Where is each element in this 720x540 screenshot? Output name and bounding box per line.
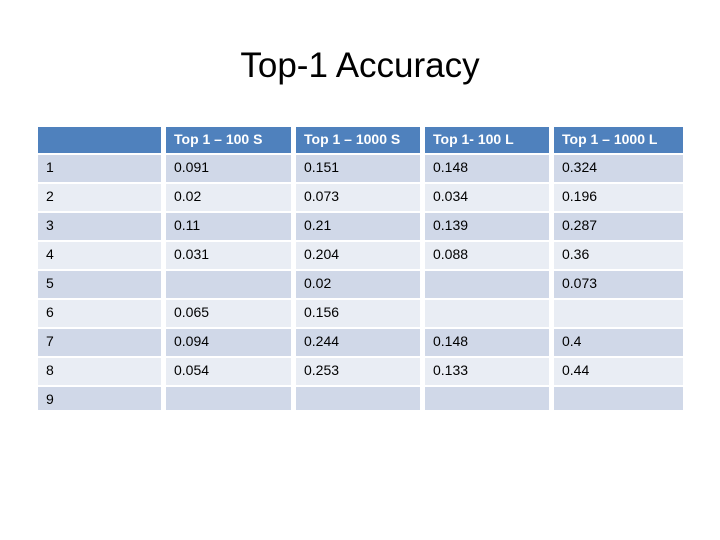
row-label-cell: 3 (38, 213, 166, 242)
value-cell: 0.094 (166, 329, 296, 358)
value-cell (554, 387, 683, 412)
table-row: 9 (38, 387, 683, 412)
value-cell: 0.196 (554, 184, 683, 213)
value-cell: 0.034 (425, 184, 554, 213)
table-row: 4 0.031 0.204 0.088 0.36 (38, 242, 683, 271)
value-cell: 0.44 (554, 358, 683, 387)
row-label-cell: 5 (38, 271, 166, 300)
value-cell: 0.11 (166, 213, 296, 242)
row-label-cell: 4 (38, 242, 166, 271)
header-cell-blank (38, 127, 166, 155)
value-cell: 0.324 (554, 155, 683, 184)
header-cell-top1-1000s: Top 1 – 1000 S (296, 127, 425, 155)
row-label-cell: 7 (38, 329, 166, 358)
value-cell: 0.02 (296, 271, 425, 300)
row-label-cell: 8 (38, 358, 166, 387)
value-cell: 0.287 (554, 213, 683, 242)
header-cell-top1-1000l: Top 1 – 1000 L (554, 127, 683, 155)
table-header: Top 1 – 100 S Top 1 – 1000 S Top 1- 100 … (38, 127, 683, 155)
value-cell: 0.031 (166, 242, 296, 271)
value-cell: 0.133 (425, 358, 554, 387)
value-cell (554, 300, 683, 329)
value-cell: 0.073 (554, 271, 683, 300)
table-row: 6 0.065 0.156 (38, 300, 683, 329)
table-row: 1 0.091 0.151 0.148 0.324 (38, 155, 683, 184)
value-cell: 0.148 (425, 329, 554, 358)
value-cell (425, 300, 554, 329)
value-cell: 0.088 (425, 242, 554, 271)
table-row: 8 0.054 0.253 0.133 0.44 (38, 358, 683, 387)
value-cell: 0.065 (166, 300, 296, 329)
value-cell: 0.139 (425, 213, 554, 242)
table-body: 1 0.091 0.151 0.148 0.324 2 0.02 0.073 0.034 0.19… (38, 155, 683, 412)
header-cell-top1-100l: Top 1- 100 L (425, 127, 554, 155)
value-cell (425, 387, 554, 412)
value-cell (166, 271, 296, 300)
value-cell: 0.073 (296, 184, 425, 213)
value-cell (296, 387, 425, 412)
value-cell: 0.21 (296, 213, 425, 242)
header-cell-top1-100s: Top 1 – 100 S (166, 127, 296, 155)
accuracy-table: Top 1 – 100 S Top 1 – 1000 S Top 1- 100 … (38, 127, 683, 412)
row-label-cell: 2 (38, 184, 166, 213)
value-cell: 0.244 (296, 329, 425, 358)
table-header-row: Top 1 – 100 S Top 1 – 1000 S Top 1- 100 … (38, 127, 683, 155)
value-cell: 0.36 (554, 242, 683, 271)
value-cell: 0.148 (425, 155, 554, 184)
value-cell (166, 387, 296, 412)
table-row: 3 0.11 0.21 0.139 0.287 (38, 213, 683, 242)
row-label-cell: 9 (38, 387, 166, 412)
value-cell: 0.02 (166, 184, 296, 213)
row-label-cell: 6 (38, 300, 166, 329)
value-cell: 0.156 (296, 300, 425, 329)
value-cell: 0.054 (166, 358, 296, 387)
value-cell (425, 271, 554, 300)
value-cell: 0.253 (296, 358, 425, 387)
slide-title: Top-1 Accuracy (240, 46, 480, 85)
value-cell: 0.091 (166, 155, 296, 184)
value-cell: 0.4 (554, 329, 683, 358)
value-cell: 0.151 (296, 155, 425, 184)
value-cell: 0.204 (296, 242, 425, 271)
row-label-cell: 1 (38, 155, 166, 184)
table-row: 5 0.02 0.073 (38, 271, 683, 300)
table-row: 2 0.02 0.073 0.034 0.196 (38, 184, 683, 213)
table-row: 7 0.094 0.244 0.148 0.4 (38, 329, 683, 358)
